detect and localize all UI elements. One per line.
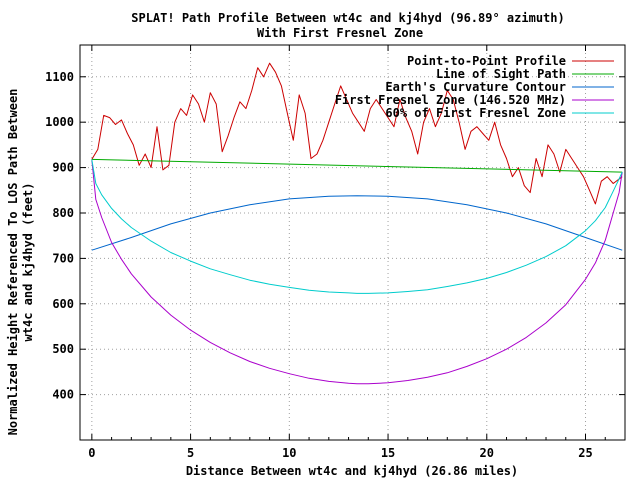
legend-label: Point-to-Point Profile	[407, 54, 566, 68]
grid	[80, 45, 625, 440]
series-line-0	[91, 62, 623, 205]
x-tick-label: 15	[381, 446, 395, 460]
x-tick-label: 25	[578, 446, 592, 460]
series-layer	[91, 62, 623, 385]
y-tick-label: 1100	[45, 70, 74, 84]
x-tick-label: 20	[480, 446, 494, 460]
series-line-4	[91, 159, 623, 294]
y-tick-label: 1000	[45, 115, 74, 129]
legend-label: Line of Sight Path	[436, 67, 566, 81]
y-tick-label: 400	[52, 388, 74, 402]
plot-frame	[79, 44, 626, 441]
y-tick-label: 700	[52, 251, 74, 265]
series-line-1	[91, 158, 623, 173]
y-tick-label: 600	[52, 297, 74, 311]
ticks: 0 5 10 15 20 25 400 500 600 700 800 900 1000 1100	[45, 45, 625, 460]
x-tick-label: 10	[282, 446, 296, 460]
chart-title: SPLAT! Path Profile Between wt4c and kj4…	[131, 11, 564, 25]
chart-subtitle: With First Fresnel Zone	[257, 26, 423, 40]
x-tick-label: 5	[187, 446, 194, 460]
y-tick-label: 500	[52, 342, 74, 356]
legend-label: Earth's Curvature Contour	[385, 80, 566, 94]
legend-label: 60% of First Fresnel Zone	[385, 106, 566, 120]
y-tick-label: 800	[52, 206, 74, 220]
y-axis-label-line1: Normalized Height Referenced To LOS Path…	[6, 89, 20, 436]
y-axis-label-line2: wt4c and kj4hyd (feet)	[21, 183, 35, 342]
series-line-2	[91, 195, 623, 251]
series-line-3	[91, 159, 623, 385]
x-axis-label: Distance Between wt4c and kj4hyd (26.86 …	[186, 464, 518, 478]
legend-label: First Fresnel Zone (146.520 MHz)	[335, 93, 566, 107]
x-tick-label: 0	[88, 446, 95, 460]
y-tick-label: 900	[52, 161, 74, 175]
